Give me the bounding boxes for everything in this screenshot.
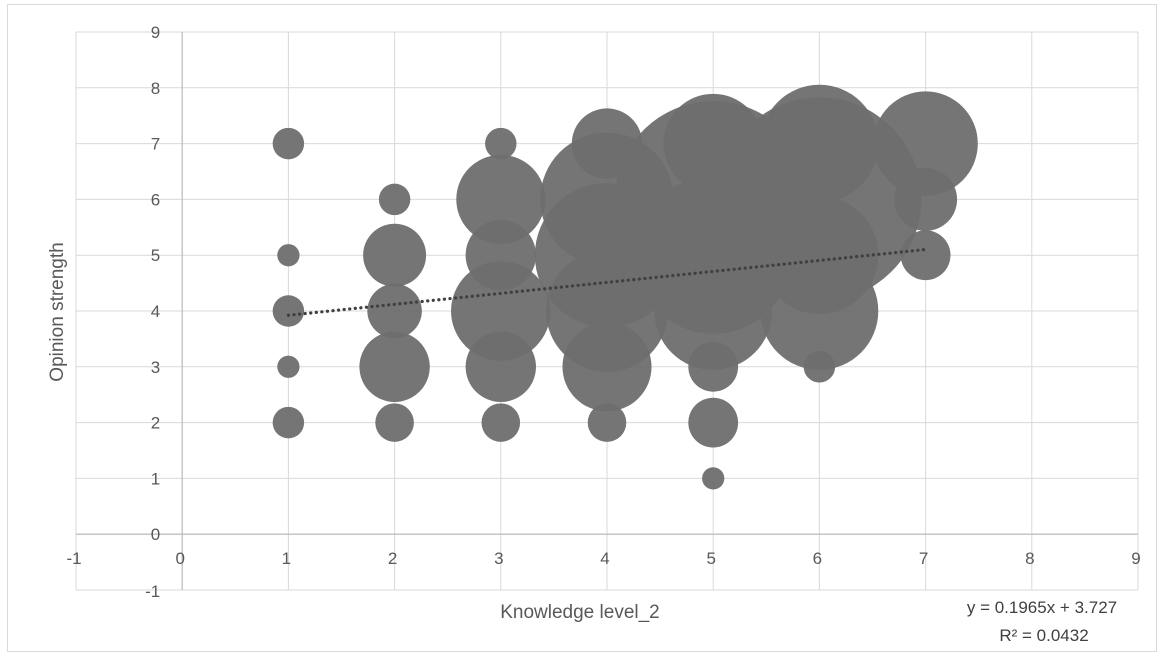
- tick-labels: -1 0 1 2 3 4 5 6 7 8 9 -1 0 1 2 3 4 5 6 7 8 9: [66, 23, 1140, 601]
- bubble-point: [654, 252, 773, 370]
- x-tick-label: 1: [282, 549, 291, 568]
- trendline-path: [286, 247, 928, 317]
- x-tick-label: 8: [1025, 549, 1034, 568]
- bubble-point: [587, 403, 627, 442]
- chart-frame: [7, 4, 1157, 652]
- bubble-point: [760, 252, 879, 370]
- bubble-point: [277, 244, 300, 267]
- bubble-point: [562, 322, 652, 412]
- bubble-point: [571, 108, 643, 179]
- x-tick-label: 7: [919, 549, 928, 568]
- y-tick-label: 8: [151, 79, 160, 98]
- y-tick-label: 2: [151, 414, 160, 433]
- x-tick-label: 3: [494, 549, 503, 568]
- y-tick-label: 1: [151, 469, 160, 488]
- bubble-point: [378, 183, 411, 216]
- trendline: [286, 247, 928, 317]
- bubble-point: [456, 154, 546, 244]
- x-tick-label: 0: [175, 549, 184, 568]
- bubble-point: [359, 331, 430, 402]
- bubble-point: [272, 295, 305, 327]
- x-tick-label: 2: [388, 549, 397, 568]
- x-tick-label: 6: [813, 549, 822, 568]
- bubble-point: [900, 230, 951, 281]
- bubble-point: [894, 167, 958, 231]
- bubble-point: [688, 341, 739, 392]
- bubbles: [272, 84, 978, 490]
- y-tick-label: 9: [151, 23, 160, 42]
- y-axis-title: Opinion strength: [47, 242, 68, 381]
- x-tick-label: 5: [706, 549, 715, 568]
- bubble-point: [540, 132, 674, 267]
- bubble-point: [272, 127, 305, 160]
- trendline-r-squared: R² = 0.0432: [999, 626, 1088, 645]
- bubble-point: [485, 127, 517, 160]
- bubble-point: [702, 467, 725, 490]
- bubble-point: [481, 403, 521, 442]
- y-tick-label: 0: [151, 525, 160, 544]
- x-tick-label: 4: [600, 549, 609, 568]
- x-tick-label: -1: [66, 549, 81, 568]
- y-tick-label: 6: [151, 190, 160, 209]
- bubble-point: [873, 91, 978, 196]
- bubble-point: [663, 93, 763, 194]
- bubble-point: [760, 84, 879, 203]
- bubble-point: [451, 261, 551, 361]
- y-tick-label: 7: [151, 135, 160, 154]
- bubble-point: [277, 355, 300, 378]
- trendline-equation: y = 0.1965x + 3.727: [967, 598, 1117, 617]
- axes: [76, 32, 1138, 590]
- x-tick-label: 9: [1131, 549, 1140, 568]
- bubble-point: [367, 283, 422, 339]
- bubble-point: [272, 406, 305, 439]
- y-tick-label: -1: [145, 582, 160, 601]
- y-tick-label: 3: [151, 358, 160, 377]
- bubble-point: [375, 403, 414, 442]
- y-tick-label: 5: [151, 246, 160, 265]
- bubble-point: [465, 220, 536, 291]
- bubble-point: [465, 331, 536, 402]
- bubble-point: [688, 397, 739, 448]
- x-axis-title: Knowledge level_2: [500, 602, 660, 623]
- bubble-point: [803, 351, 836, 383]
- bubble-point: [363, 223, 427, 287]
- y-tick-label: 4: [151, 302, 160, 321]
